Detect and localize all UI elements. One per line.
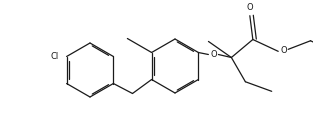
Text: O: O xyxy=(281,46,288,55)
Text: Cl: Cl xyxy=(50,52,59,61)
Text: O: O xyxy=(210,50,217,59)
Text: O: O xyxy=(247,3,253,12)
